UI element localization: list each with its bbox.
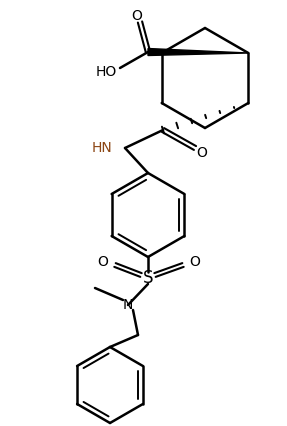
Polygon shape — [148, 49, 248, 55]
Text: HN: HN — [91, 141, 112, 155]
Text: O: O — [197, 146, 208, 160]
Text: HO: HO — [95, 65, 117, 79]
Text: O: O — [131, 9, 142, 23]
Text: N: N — [123, 298, 133, 312]
Text: O: O — [98, 255, 108, 269]
Text: S: S — [143, 269, 153, 287]
Text: O: O — [189, 255, 200, 269]
